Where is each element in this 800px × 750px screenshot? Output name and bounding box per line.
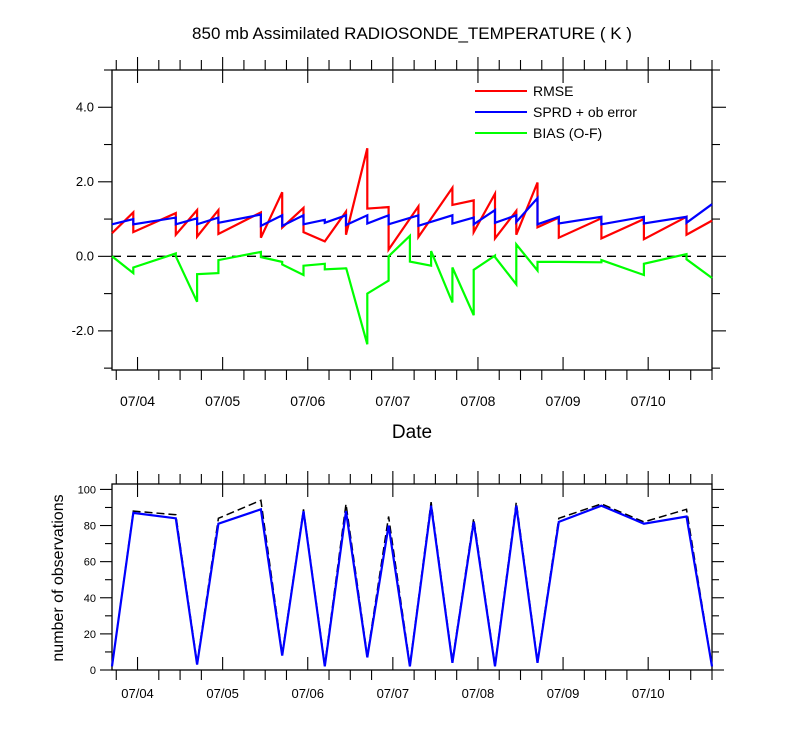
plot-frame xyxy=(111,69,713,371)
top-legend: RMSE SPRD + ob error BIAS (O-F) xyxy=(475,83,637,141)
legend-label: SPRD + ob error xyxy=(533,104,637,120)
y-tick-label: 0.0 xyxy=(76,248,94,263)
top-plot-marks xyxy=(111,148,713,345)
chart-title: 850 mb Assimilated RADIOSONDE_TEMPERATUR… xyxy=(192,24,632,43)
y-tick-label: 20 xyxy=(84,629,96,641)
series-line-rmse xyxy=(111,148,713,254)
y-tick-label: 4.0 xyxy=(76,99,94,114)
plot-frame xyxy=(111,483,713,671)
x-tick-label: 07/09 xyxy=(546,393,581,409)
y-tick-label: 2.0 xyxy=(76,174,94,189)
x-tick-label: 07/07 xyxy=(375,393,410,409)
y-tick-label: 80 xyxy=(84,521,96,533)
x-tick-label: 07/09 xyxy=(547,686,580,701)
x-tick-label: 07/06 xyxy=(291,686,324,701)
series-line-observations-possible xyxy=(111,499,713,667)
x-tick-label: 07/08 xyxy=(460,393,495,409)
y-tick-label: 60 xyxy=(84,557,96,569)
top-plot-area: -2.0 0.0 2.0 4.0 07/04 07/05 07/06 07/07 07/08 07… xyxy=(72,57,726,409)
x-tick-label: 07/06 xyxy=(290,393,325,409)
series-line-sprd-ob-error xyxy=(111,195,713,228)
y-axis-title-bottom: number of observations xyxy=(50,494,67,661)
x-axis-title: Date xyxy=(392,422,432,443)
x-tick-label: 07/05 xyxy=(206,686,239,701)
y-tick-label: -2.0 xyxy=(72,323,94,338)
x-tick-label: 07/04 xyxy=(120,393,155,409)
series-line-observations-assimilated xyxy=(110,504,714,667)
y-tick-label: 0 xyxy=(90,665,96,677)
x-tick-label: 07/05 xyxy=(205,393,240,409)
series-line-bias-o-f- xyxy=(111,233,713,345)
x-tick-label: 07/08 xyxy=(462,686,495,701)
x-tick-label: 07/07 xyxy=(377,686,410,701)
x-tick-label: 07/10 xyxy=(631,393,666,409)
legend-label: RMSE xyxy=(533,83,573,99)
y-tick-label: 100 xyxy=(78,484,96,496)
bottom-plot-marks xyxy=(110,499,714,667)
x-tick-label: 07/10 xyxy=(632,686,665,701)
y-tick-label: 40 xyxy=(84,593,96,605)
legend-label: BIAS (O-F) xyxy=(533,125,602,141)
bottom-plot-area: 0 20 40 60 80 100 07/04 07/05 07/06 07/07 07/08 07/… xyxy=(78,471,724,701)
x-tick-label: 07/04 xyxy=(121,686,154,701)
